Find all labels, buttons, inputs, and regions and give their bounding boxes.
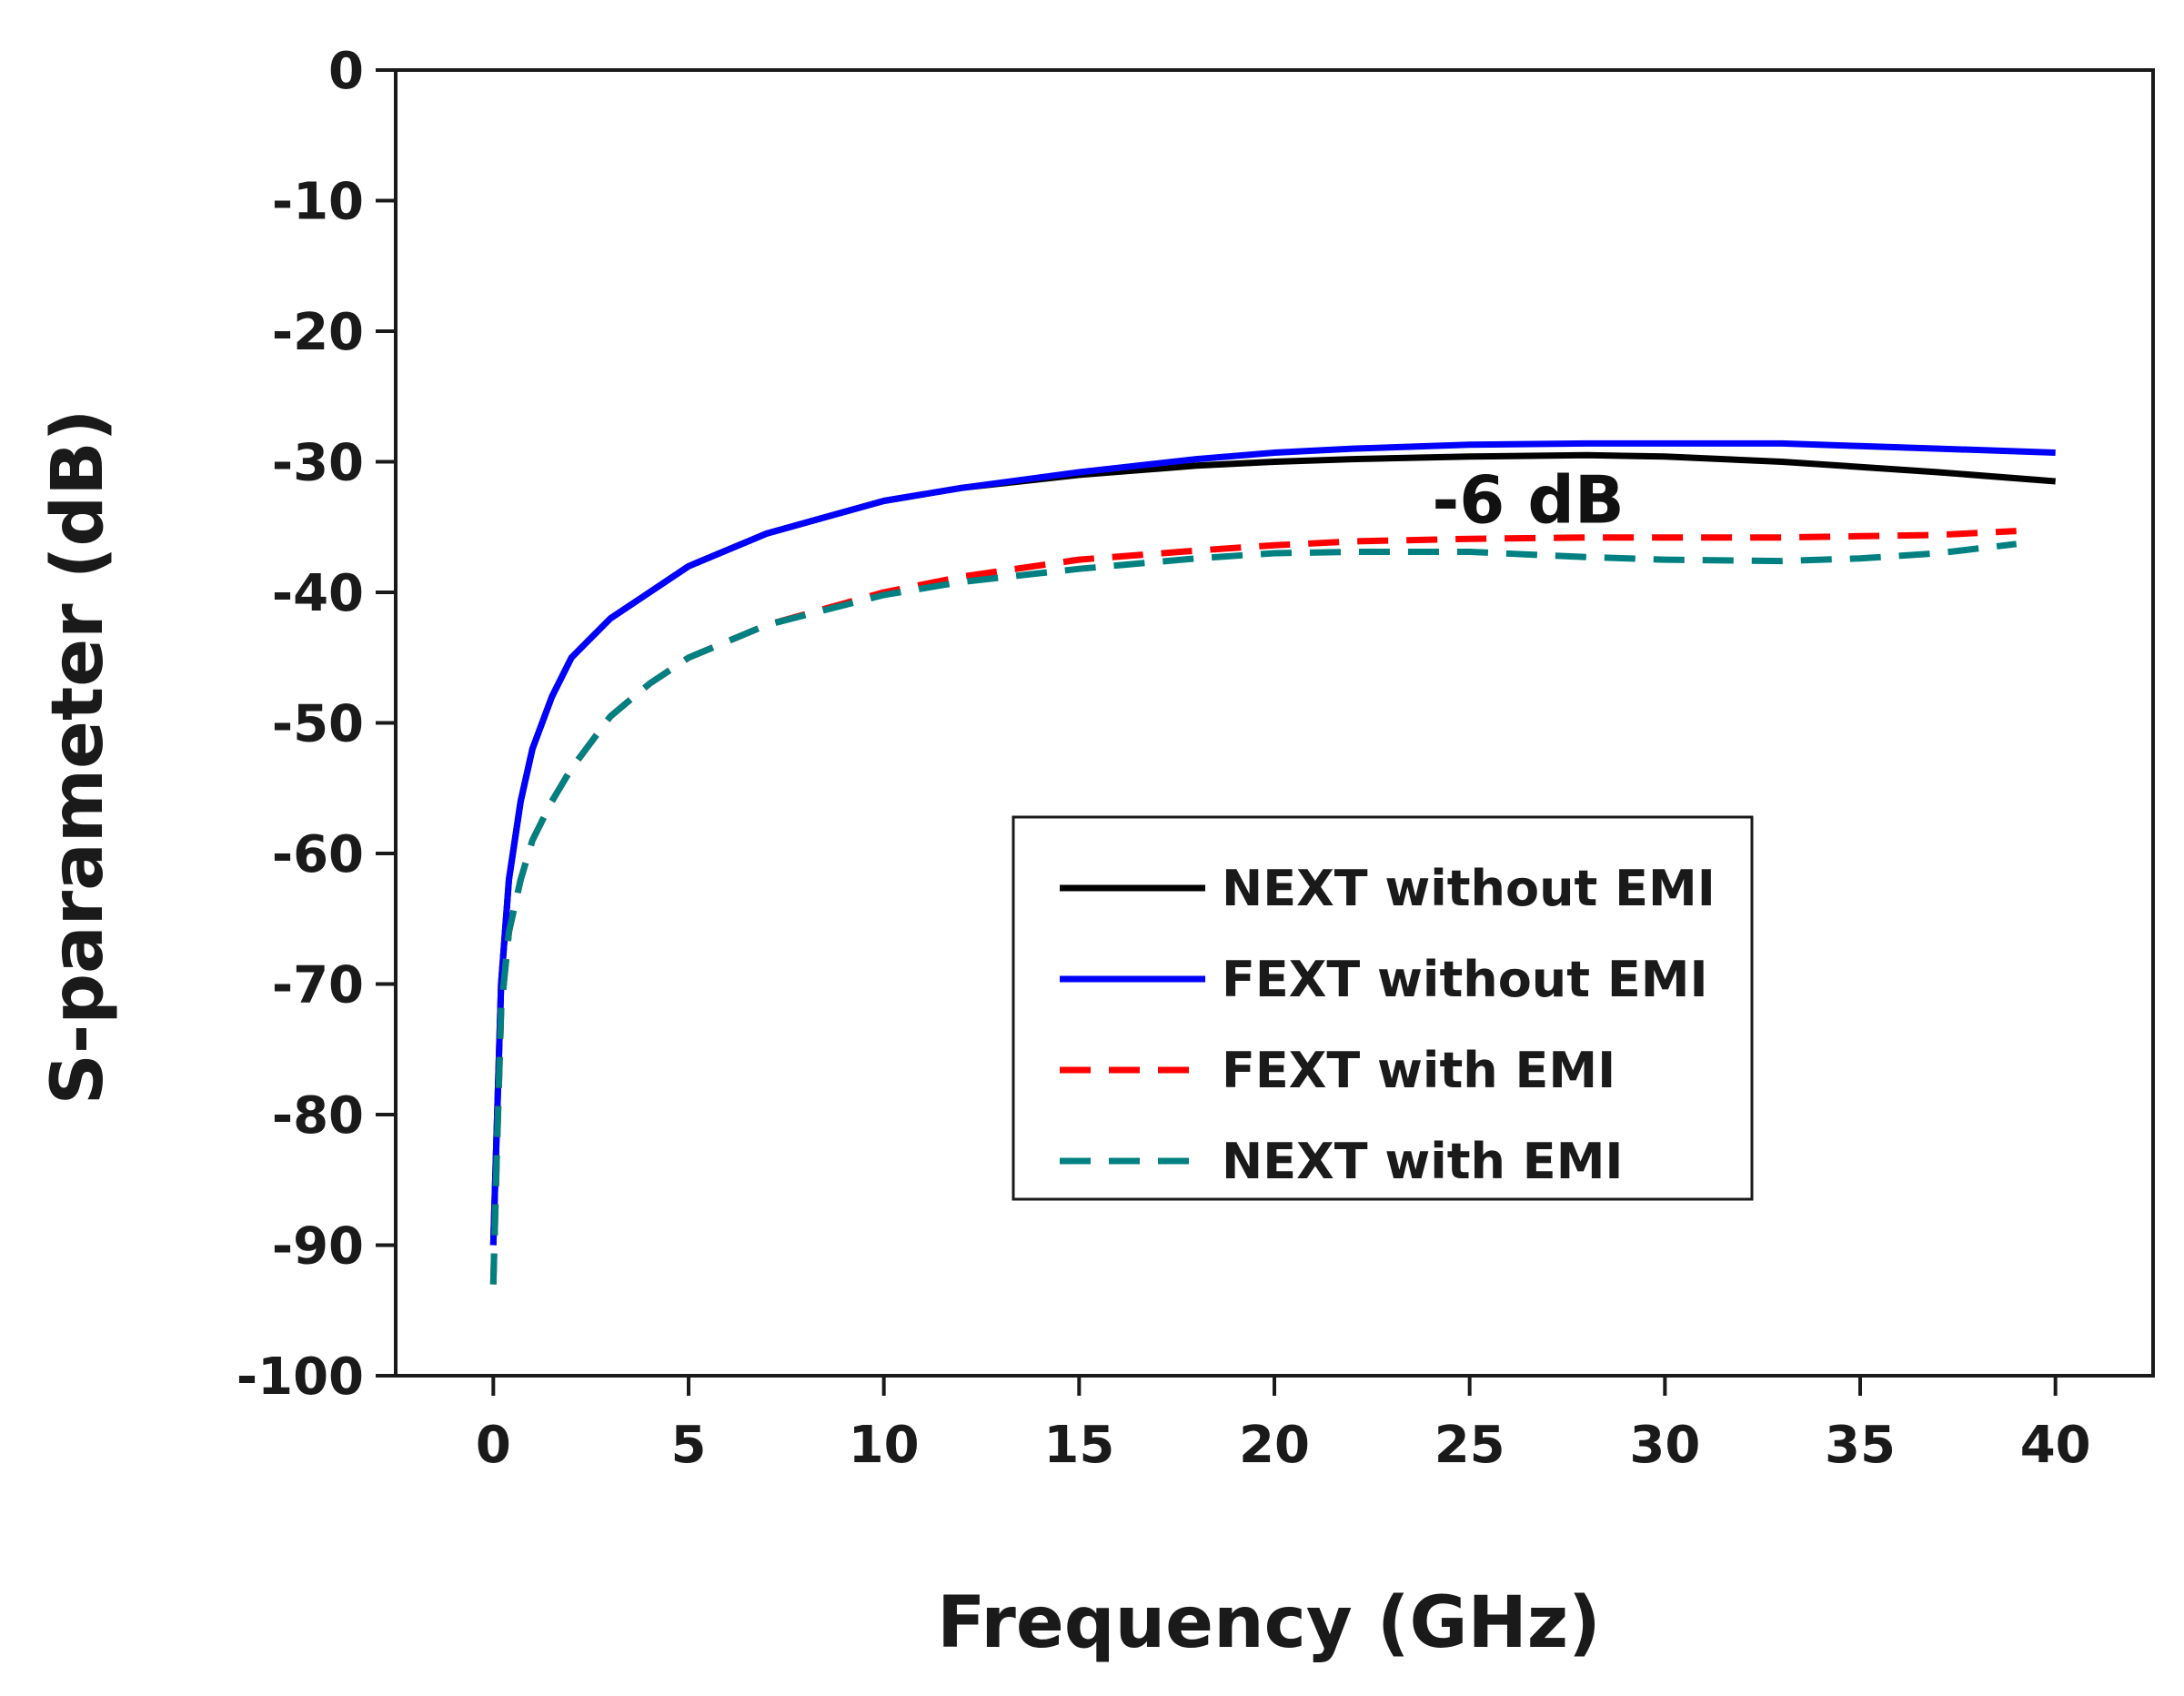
legend-label: FEXT without EMI — [1222, 951, 1708, 1008]
legend-label: NEXT with EMI — [1222, 1133, 1624, 1190]
y-tick-label: -60 — [272, 825, 364, 884]
y-tick-label: -100 — [237, 1348, 364, 1407]
y-tick-label: -40 — [272, 564, 364, 623]
series-line-2 — [489, 439, 2056, 1246]
legend: NEXT without EMI FEXT without EMI FEXT wit… — [1011, 815, 1754, 1201]
x-tick-label: 5 — [671, 1416, 707, 1475]
legend-label: FEXT with EMI — [1222, 1042, 1615, 1099]
y-axis-title: S-parameter (dB) — [37, 409, 119, 1105]
series-line-4 — [489, 540, 2018, 1285]
y-tick-label: 0 — [328, 42, 364, 101]
legend-label: NEXT without EMI — [1222, 860, 1716, 917]
y-tick-label: -80 — [272, 1086, 364, 1146]
x-tick-label: 35 — [1825, 1416, 1896, 1475]
x-tick-label: 30 — [1629, 1416, 1700, 1475]
y-tick-label: -30 — [272, 434, 364, 493]
x-tick-label: 25 — [1434, 1416, 1505, 1475]
x-axis-title: Frequency (GHz) — [937, 1582, 1601, 1664]
annotation-text: -6 dB — [1432, 462, 1624, 539]
x-tick-label: 0 — [476, 1416, 511, 1475]
x-tick-label: 15 — [1043, 1416, 1114, 1475]
y-tick-label: -90 — [272, 1217, 364, 1277]
y-axis-ticks: 0 -10 -20 -30 -40 -50 -60 -70 -80 -90 -100 — [237, 42, 396, 1407]
y-tick-label: -70 — [272, 956, 364, 1015]
annotation-layer: -6 dB — [1432, 462, 1624, 539]
x-tick-label: 40 — [2020, 1416, 2091, 1475]
x-tick-label: 20 — [1239, 1416, 1310, 1475]
y-tick-label: -20 — [272, 303, 364, 362]
legend-box — [1011, 815, 1754, 1201]
y-tick-label: -10 — [272, 173, 364, 232]
series-layer — [489, 439, 2056, 1285]
x-axis-ticks: 0 5 10 15 20 25 30 35 40 — [476, 1376, 2091, 1475]
y-tick-label: -50 — [272, 695, 364, 754]
x-tick-label: 10 — [849, 1416, 920, 1475]
